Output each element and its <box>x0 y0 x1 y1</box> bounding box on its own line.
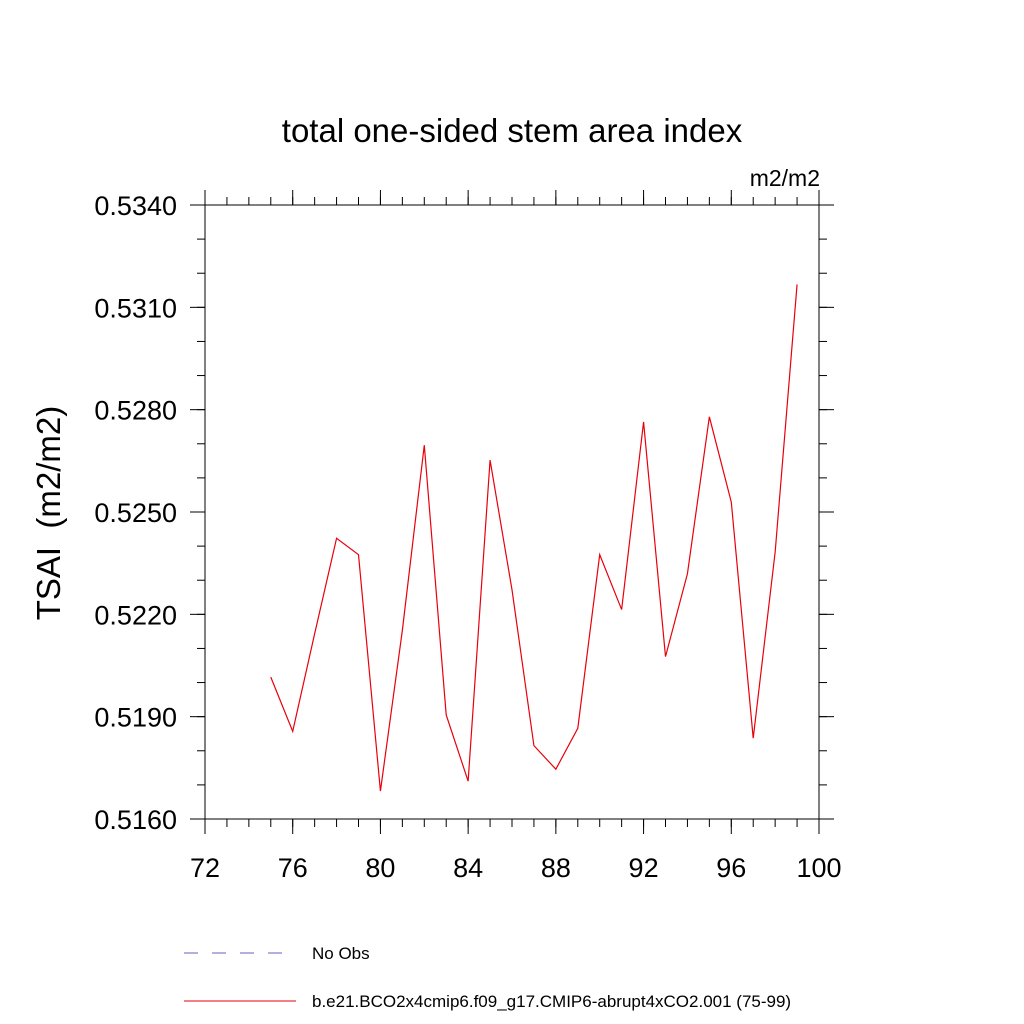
plot-frame <box>204 204 820 820</box>
series-lines <box>270 284 798 792</box>
x-tick-label: 88 <box>541 853 571 883</box>
x-tick-label: 96 <box>716 853 746 883</box>
x-tick-label: 100 <box>796 853 841 883</box>
units-label: m2/m2 <box>750 165 820 191</box>
legend-label-model-run: b.e21.BCO2x4cmip6.f09_g17.CMIP6-abrupt4x… <box>312 992 791 1011</box>
series-line-0 <box>270 284 798 792</box>
y-tick-label: 0.5220 <box>94 600 177 630</box>
y-axis-label: TSAI (m2/m2) <box>30 406 67 621</box>
y-tick-label: 0.5280 <box>94 396 177 426</box>
chart-title: total one-sided stem area index <box>282 112 743 149</box>
x-tick-label: 84 <box>453 853 483 883</box>
x-tick-label: 92 <box>629 853 659 883</box>
y-tick-label: 0.5190 <box>94 703 177 733</box>
x-tick-label: 72 <box>190 853 220 883</box>
major-ticks <box>190 190 834 834</box>
x-tick-label: 76 <box>278 853 308 883</box>
y-tick-labels: 0.5160 0.5190 0.5220 0.5250 0.5280 0.5310 0.53… <box>94 191 177 835</box>
x-tick-label: 80 <box>365 853 395 883</box>
legend-label-no-obs: No Obs <box>312 944 370 963</box>
y-tick-label: 0.5250 <box>94 498 177 528</box>
y-tick-label: 0.5310 <box>94 293 177 323</box>
y-tick-label: 0.5340 <box>94 191 177 221</box>
legend: No Obs b.e21.BCO2x4cmip6.f09_g17.CMIP6-a… <box>184 944 791 1011</box>
x-tick-labels: 72 76 80 84 88 92 96 100 <box>190 853 842 883</box>
y-tick-label: 0.5160 <box>94 805 177 835</box>
